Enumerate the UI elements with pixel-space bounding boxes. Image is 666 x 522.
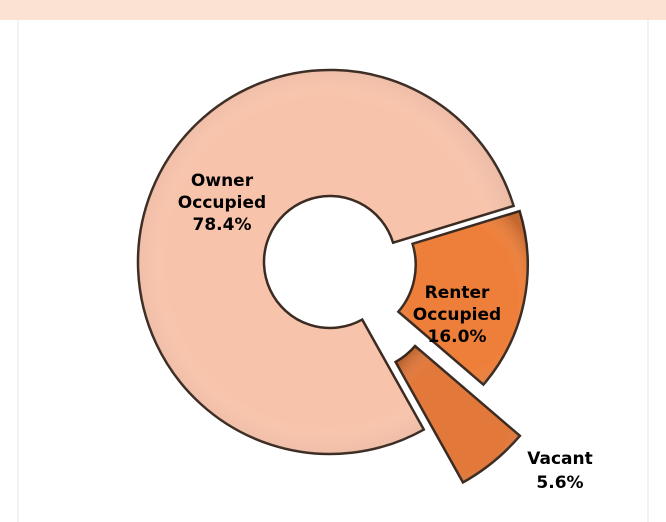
slice-shade [395,345,520,483]
category-label: Vacant [527,449,592,469]
slices [136,68,529,485]
slice-shade [138,70,514,455]
value-label: 16.0% [428,327,487,347]
slice-shade [398,211,528,385]
header-band [0,0,666,20]
category-label: Owner Occupied [178,171,266,213]
value-label: 78.4% [193,215,252,235]
value-label: 5.6% [536,473,583,493]
category-label: Renter Occupied [413,283,501,325]
